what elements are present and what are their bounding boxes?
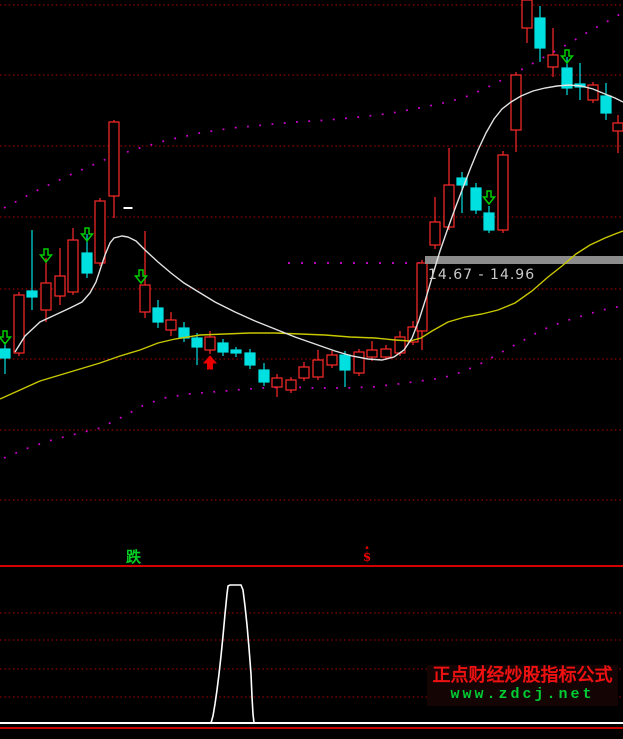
candle[interactable] xyxy=(312,350,324,380)
tooltip-value-range: 14.67 - 14.96 xyxy=(428,267,536,283)
candle[interactable] xyxy=(443,148,455,230)
candle[interactable] xyxy=(217,339,229,356)
candle[interactable] xyxy=(547,28,559,77)
candle[interactable] xyxy=(612,115,623,153)
candle[interactable] xyxy=(271,374,283,397)
candle[interactable] xyxy=(600,83,612,120)
band-upper-dots xyxy=(3,12,623,209)
candle[interactable] xyxy=(123,207,133,209)
candle[interactable] xyxy=(165,312,177,336)
candle[interactable] xyxy=(353,349,365,376)
candle[interactable] xyxy=(230,347,242,357)
fall-signal-label: 跌 xyxy=(126,549,142,566)
candle[interactable] xyxy=(26,230,38,310)
candle[interactable] xyxy=(0,342,11,374)
candle[interactable] xyxy=(380,345,392,360)
watermark-title: 正点财经炒股指标公式 xyxy=(432,665,613,685)
green-down-arrow-icon xyxy=(38,248,54,264)
signal-indicator-curve xyxy=(0,584,623,724)
green-down-arrow-icon xyxy=(481,190,497,206)
candle[interactable] xyxy=(456,172,468,213)
watermark-url: www.zdcj.net xyxy=(450,686,595,703)
candle[interactable] xyxy=(470,183,482,214)
candle[interactable] xyxy=(258,363,270,386)
sell-marker-triangle-icon: ▴ xyxy=(365,544,369,551)
green-down-arrow-icon xyxy=(79,227,95,243)
green-down-arrow-icon xyxy=(0,330,13,346)
candle[interactable] xyxy=(521,0,533,43)
candle[interactable] xyxy=(40,258,52,322)
ma-yellow-line xyxy=(0,230,623,400)
candle[interactable] xyxy=(108,120,120,218)
candle[interactable] xyxy=(285,377,297,393)
candle[interactable] xyxy=(152,300,164,328)
green-down-arrow-icon xyxy=(133,269,149,285)
sell-marker-dollar-icon: $ xyxy=(362,550,372,564)
candle[interactable] xyxy=(483,206,495,233)
sell-signal-marker: ▴ $ xyxy=(360,544,374,564)
candle[interactable] xyxy=(534,6,546,62)
watermark-box: 正点财经炒股指标公式 www.zdcj.net xyxy=(427,665,618,706)
tooltip-highlight-bar[interactable] xyxy=(425,256,623,264)
band-lower-dots xyxy=(3,305,623,459)
candle[interactable] xyxy=(510,72,522,152)
candle[interactable] xyxy=(574,63,586,100)
red-up-arrow-icon xyxy=(202,355,218,370)
candle[interactable] xyxy=(339,351,351,387)
candle[interactable] xyxy=(429,197,441,249)
candle[interactable] xyxy=(67,228,79,295)
green-down-arrow-icon xyxy=(559,49,575,65)
ma-white-line xyxy=(14,84,623,361)
candle[interactable] xyxy=(139,231,151,318)
candle[interactable] xyxy=(178,322,190,342)
candle[interactable] xyxy=(94,198,106,266)
candle[interactable] xyxy=(497,151,509,233)
candle[interactable] xyxy=(54,248,66,305)
candle[interactable] xyxy=(191,333,203,365)
candle[interactable] xyxy=(366,341,378,361)
candle[interactable] xyxy=(298,362,310,381)
candle[interactable] xyxy=(587,82,599,103)
candle[interactable] xyxy=(244,349,256,369)
candle[interactable] xyxy=(326,351,338,368)
